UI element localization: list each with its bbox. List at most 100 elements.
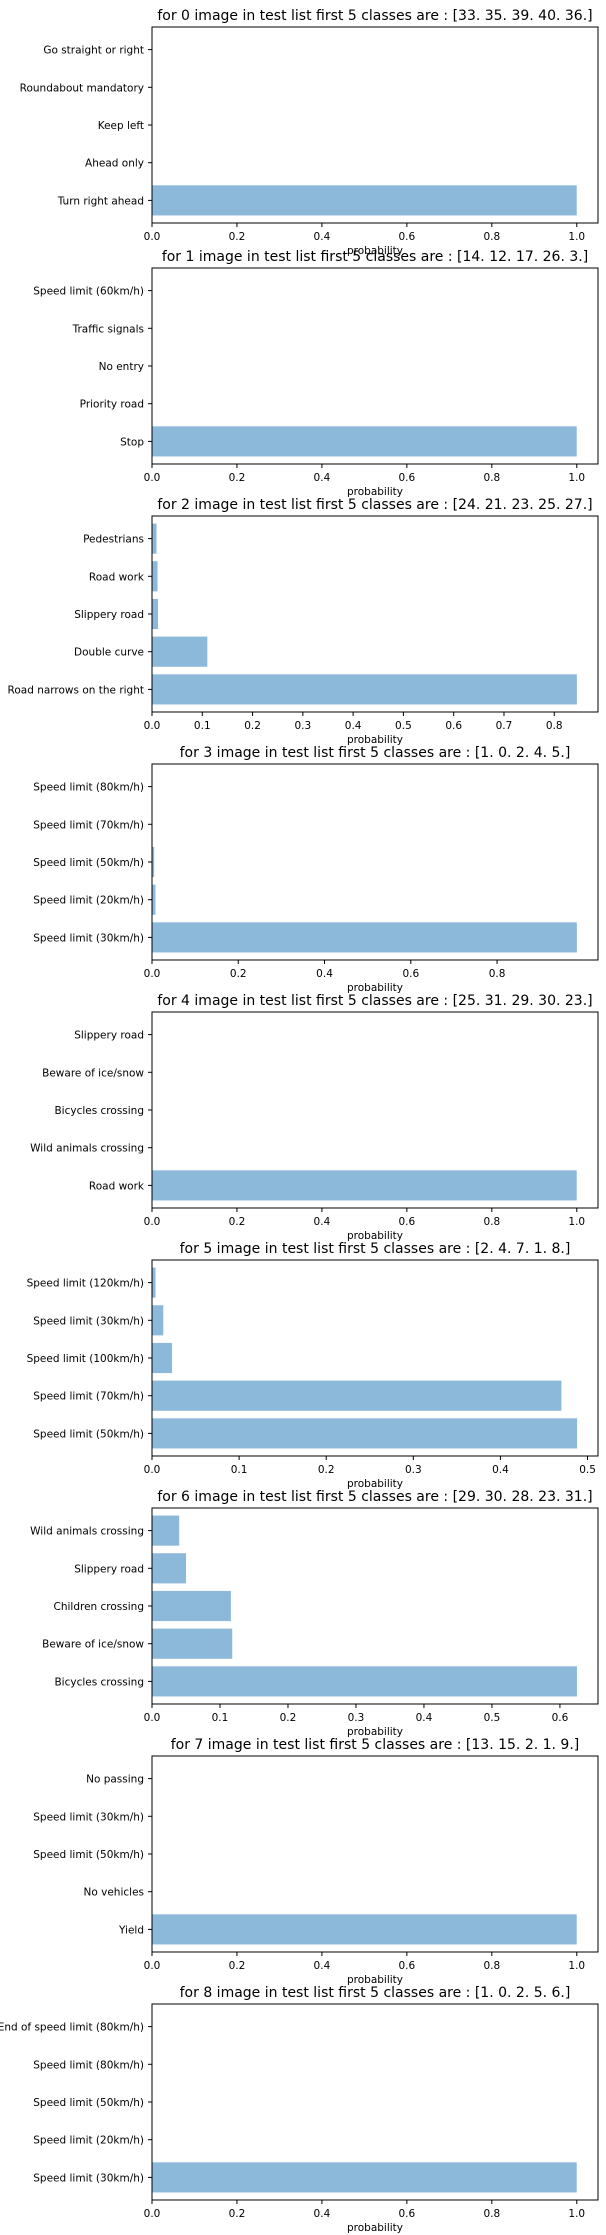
x-tick-label: 0.2 <box>244 720 261 732</box>
x-tick-label: 1.0 <box>568 1216 585 1228</box>
bar <box>152 1418 578 1449</box>
plot-frame <box>151 1755 599 1953</box>
x-tick-label: 0.4 <box>314 1216 331 1228</box>
bar <box>152 846 155 878</box>
x-axis-label: probability <box>347 1230 403 1242</box>
x-tick-label: 0.2 <box>230 968 247 980</box>
x-axis-label: probability <box>347 245 403 257</box>
y-tick-label: Pedestrians <box>83 534 144 546</box>
x-tick-label: 0.0 <box>144 231 161 243</box>
y-tick-label: End of speed limit (80km/h) <box>0 2022 144 2034</box>
bar <box>152 674 577 705</box>
plot-frame <box>151 26 599 224</box>
chart-0: for 0 image in test list first 5 classes… <box>20 8 599 257</box>
x-tick-label: 0.6 <box>399 472 416 484</box>
chart-7: for 7 image in test list first 5 classes… <box>33 1737 599 1986</box>
bar <box>152 523 157 554</box>
bar <box>152 2162 577 2193</box>
y-tick-label: Speed limit (80km/h) <box>33 782 144 794</box>
chart-title: for 2 image in test list first 5 classes… <box>157 497 592 513</box>
y-tick-label: Speed limit (50km/h) <box>33 1849 144 1861</box>
x-axis-label: probability <box>347 1974 403 1986</box>
chart-title: for 8 image in test list first 5 classes… <box>180 1985 571 2001</box>
x-tick-label: 0.2 <box>229 2208 246 2220</box>
y-tick-label: Speed limit (120km/h) <box>27 1278 144 1290</box>
chart-6: for 6 image in test list first 5 classes… <box>30 1489 599 1738</box>
y-tick-label: No vehicles <box>84 1887 144 1899</box>
x-tick-label: 0.0 <box>144 968 161 980</box>
y-tick-label: Slippery road <box>74 1563 144 1575</box>
y-tick-label: Ahead only <box>85 158 144 170</box>
x-tick-label: 0.2 <box>318 1464 335 1476</box>
x-axis-label: probability <box>347 2222 403 2234</box>
y-tick-label: Wild animals crossing <box>30 1526 144 1538</box>
bar <box>152 1305 164 1336</box>
x-tick-label: 0.5 <box>484 1712 501 1724</box>
y-tick-label: Speed limit (30km/h) <box>33 1811 144 1823</box>
x-tick-label: 0.6 <box>399 1216 416 1228</box>
x-tick-label: 0.1 <box>212 1712 229 1724</box>
x-tick-label: 0.0 <box>144 1216 161 1228</box>
chart-title: for 7 image in test list first 5 classes… <box>171 1737 580 1753</box>
x-tick-label: 1.0 <box>568 2208 585 2220</box>
x-tick-label: 0.0 <box>144 1712 161 1724</box>
bar <box>152 185 577 216</box>
x-tick-label: 0.4 <box>416 1712 433 1724</box>
x-tick-label: 0.4 <box>492 1464 509 1476</box>
x-tick-label: 0.8 <box>483 1216 500 1228</box>
y-tick-label: Keep left <box>98 120 144 132</box>
x-tick-label: 0.8 <box>483 2208 500 2220</box>
bar <box>152 1914 577 1945</box>
y-tick-label: Children crossing <box>54 1601 145 1613</box>
chart-title: for 0 image in test list first 5 classes… <box>157 8 592 24</box>
y-tick-label: Bicycles crossing <box>54 1676 144 1688</box>
bar <box>152 561 158 592</box>
x-tick-label: 0.4 <box>314 472 331 484</box>
plot-frame <box>151 1507 599 1705</box>
y-tick-label: Speed limit (30km/h) <box>33 2172 144 2184</box>
bar <box>152 1342 173 1374</box>
x-tick-label: 0.1 <box>194 720 211 732</box>
x-tick-label: 0.2 <box>229 1216 246 1228</box>
bar <box>152 636 208 667</box>
bar <box>152 1170 577 1201</box>
x-tick-label: 0.2 <box>229 1960 246 1972</box>
y-tick-label: Roundabout mandatory <box>20 82 144 94</box>
x-tick-label: 0.5 <box>579 1464 596 1476</box>
x-tick-label: 0.3 <box>348 1712 365 1724</box>
x-tick-label: 0.6 <box>552 1712 569 1724</box>
x-tick-label: 1.0 <box>568 231 585 243</box>
bar <box>152 1380 562 1411</box>
x-tick-label: 0.4 <box>314 2208 331 2220</box>
chart-title: for 6 image in test list first 5 classes… <box>157 1489 592 1505</box>
y-tick-label: Speed limit (30km/h) <box>33 1315 144 1327</box>
x-tick-label: 0.6 <box>445 720 462 732</box>
x-tick-label: 0.0 <box>144 2208 161 2220</box>
x-tick-label: 0.8 <box>483 231 500 243</box>
x-tick-label: 0.6 <box>399 1960 416 1972</box>
y-tick-label: Speed limit (50km/h) <box>33 1428 144 1440</box>
y-tick-label: Road work <box>89 1180 145 1192</box>
x-tick-label: 0.2 <box>229 231 246 243</box>
chart-8: for 8 image in test list first 5 classes… <box>0 1985 599 2234</box>
x-tick-label: 0.4 <box>314 231 331 243</box>
chart-2: for 2 image in test list first 5 classes… <box>8 497 599 746</box>
y-tick-label: Double curve <box>74 647 144 659</box>
x-tick-label: 0.8 <box>546 720 563 732</box>
x-axis-label: probability <box>347 734 403 746</box>
y-tick-label: Wild animals crossing <box>30 1143 144 1155</box>
chart-title: for 5 image in test list first 5 classes… <box>180 1241 571 1257</box>
x-tick-label: 1.0 <box>568 472 585 484</box>
x-tick-label: 0.3 <box>405 1464 422 1476</box>
x-axis-label: probability <box>347 486 403 498</box>
bar <box>152 1267 156 1298</box>
bar <box>152 598 159 630</box>
x-tick-label: 0.8 <box>483 472 500 484</box>
plot-frame <box>151 763 599 961</box>
bar <box>152 922 577 953</box>
y-tick-label: Road work <box>89 571 145 583</box>
x-tick-label: 0.8 <box>489 968 506 980</box>
x-tick-label: 0.6 <box>399 231 416 243</box>
bar <box>152 1590 231 1622</box>
